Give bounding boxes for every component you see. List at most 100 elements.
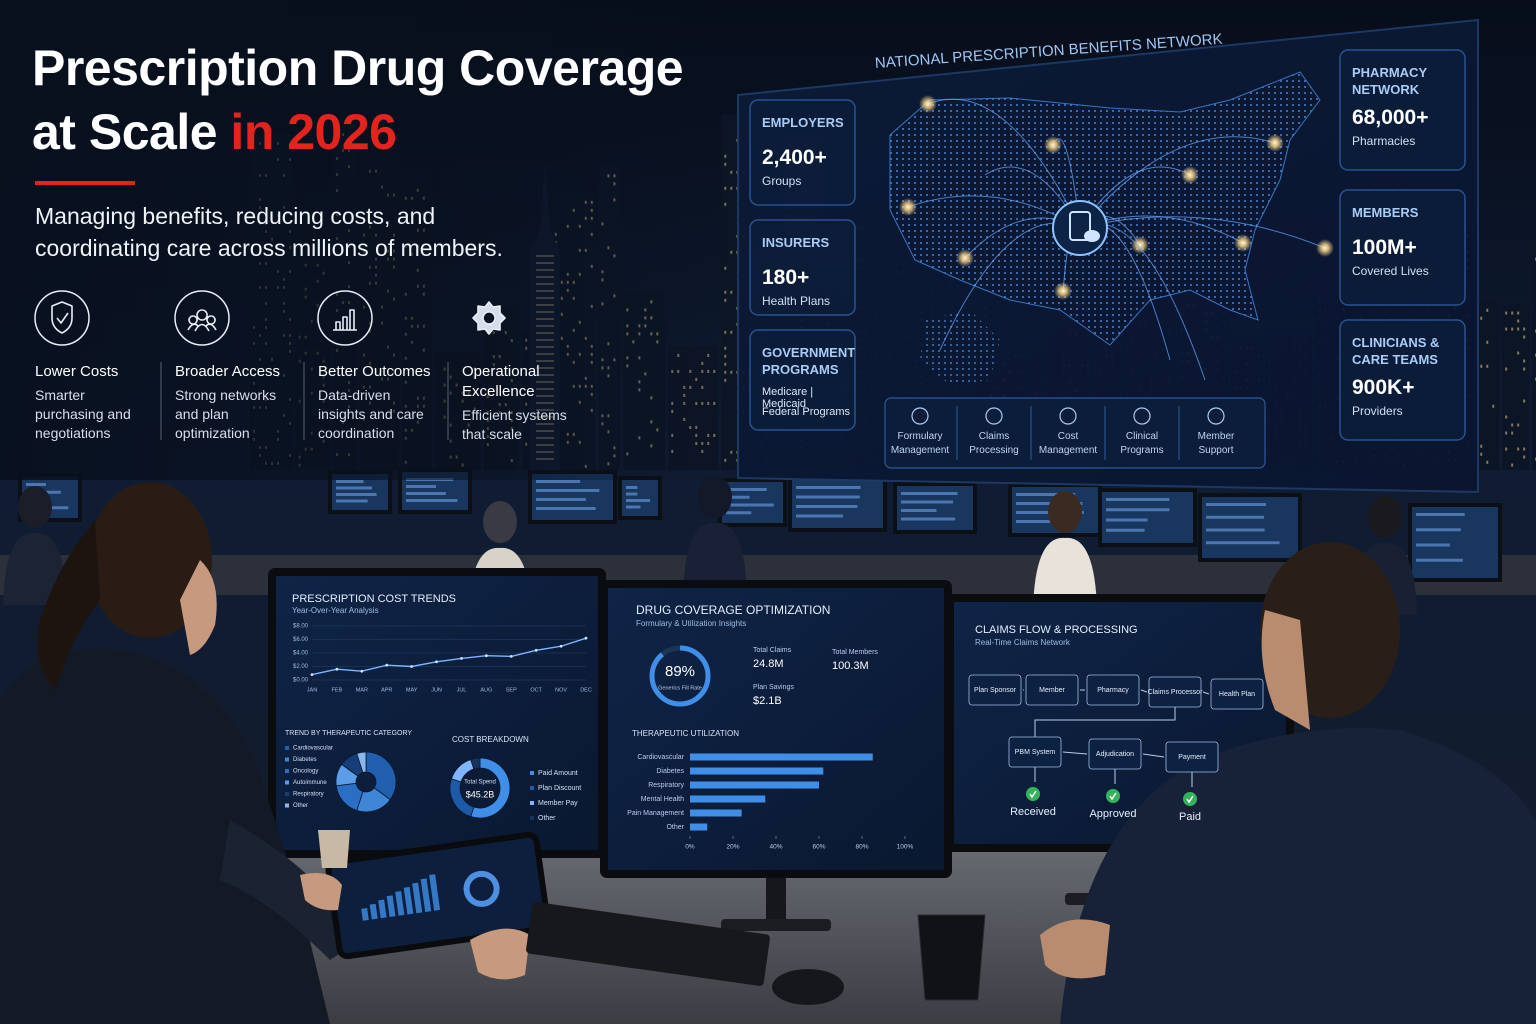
- background-person-head: [698, 476, 732, 518]
- bar: [690, 823, 708, 831]
- line-point: [509, 654, 513, 658]
- window-light: [1505, 367, 1508, 371]
- service-icon: [1207, 407, 1225, 425]
- network-node: [956, 249, 974, 267]
- legend-label: Member Pay: [538, 800, 578, 807]
- services-bar: [884, 397, 1266, 469]
- x-tick-label: APR: [381, 687, 392, 693]
- back-monitor-content: [1106, 498, 1170, 501]
- back-monitor-content: [1106, 508, 1170, 512]
- stat-label: GOVERNMENT PROGRAMS: [762, 345, 856, 377]
- status-label: Approved: [1089, 808, 1136, 820]
- feature-text: Data-driven insights and care coordinati…: [318, 387, 424, 441]
- stat-box: [749, 219, 856, 316]
- flow-arrow: [1202, 691, 1210, 695]
- network-node: [1054, 282, 1072, 300]
- back-monitor-content: [406, 492, 446, 495]
- tablet-ring: [463, 870, 500, 907]
- back-monitor-content: [536, 489, 600, 492]
- network-node: [1234, 234, 1252, 252]
- legend-swatch: [285, 757, 289, 762]
- back-monitor-content: [626, 486, 638, 489]
- chart-title: THERAPEUTIC UTILIZATION: [632, 729, 739, 738]
- back-monitor-content: [406, 499, 458, 502]
- legend-swatch: [530, 786, 534, 790]
- legend-swatch: [285, 803, 289, 808]
- stat-label: EMPLOYERS: [762, 115, 844, 130]
- status-check: [1106, 789, 1120, 803]
- y-tick-label: Cardiovascular: [637, 754, 684, 761]
- person-man-body: [1060, 728, 1536, 1024]
- status-check-mark: [1186, 795, 1194, 804]
- window-light: [1523, 335, 1526, 339]
- legend-swatch: [285, 780, 289, 785]
- back-monitor-content: [901, 500, 954, 504]
- network-node: [1044, 136, 1062, 154]
- back-monitor-content: [726, 495, 750, 499]
- stat-box: [749, 99, 856, 206]
- status-label: Received: [1010, 806, 1056, 818]
- building: [1502, 303, 1530, 470]
- stat-caption: Pharmacies: [1352, 134, 1416, 148]
- back-monitor: [788, 476, 887, 532]
- pie-slice: [365, 751, 397, 801]
- kpi-label: Plan Savings: [753, 684, 794, 691]
- background-person-head: [1368, 496, 1402, 538]
- x-tick-label: MAY: [406, 687, 418, 693]
- back-monitor-content: [536, 507, 596, 510]
- x-tick-label: 40%: [769, 844, 782, 851]
- window-light: [1523, 447, 1526, 451]
- back-monitor-content: [336, 499, 368, 503]
- stat-value: 900K+: [1352, 376, 1415, 399]
- gauge-value: 89%: [665, 663, 695, 680]
- stat-label: MEMBERS: [1352, 205, 1419, 220]
- legend-label: Oncology: [293, 769, 318, 775]
- chart-title: CLAIMS FLOW & PROCESSING: [975, 624, 1138, 636]
- status-check-mark: [1029, 790, 1037, 799]
- back-monitor-content: [1016, 502, 1083, 505]
- title-line: at Scale in 2026: [32, 100, 683, 164]
- background-person-head: [483, 501, 517, 543]
- person-woman-face: [180, 560, 217, 655]
- y-tick-label: $0.00: [293, 678, 309, 684]
- window-light: [1523, 399, 1526, 403]
- stat-label: PHARMACY NETWORK: [1352, 65, 1427, 97]
- stat-box: [1339, 319, 1466, 441]
- flow-node: [968, 674, 1022, 706]
- flow-node: [1086, 674, 1140, 706]
- flow-node-label: Claims Processor: [1148, 689, 1204, 696]
- service-icon: [1133, 407, 1151, 425]
- title-line: Prescription Drug Coverage: [32, 40, 684, 96]
- background-person: [1033, 537, 1097, 610]
- flow-node: [1210, 678, 1264, 710]
- legend-label: Diabetes: [293, 757, 317, 763]
- chart-title: PRESCRIPTION COST TRENDS: [292, 593, 456, 605]
- flow-arrow: [1062, 751, 1088, 755]
- person-woman-hand: [470, 928, 530, 980]
- feature-title: Lower Costs: [35, 363, 119, 380]
- network-link: [1079, 136, 1276, 229]
- stat-caption: Covered Lives: [1352, 264, 1429, 278]
- chart-subtitle: Real-Time Claims Network: [975, 638, 1071, 647]
- alaska: [920, 310, 1000, 385]
- x-tick-label: JAN: [307, 687, 317, 693]
- stat-value: 2,400+: [762, 146, 827, 169]
- kpi-value: $2.1B: [753, 695, 782, 707]
- window-light: [1517, 423, 1520, 427]
- y-tick-label: $4.00: [293, 651, 309, 657]
- back-monitor-content: [796, 486, 861, 489]
- feature-icon-ring: [174, 290, 230, 346]
- y-tick-label: Other: [666, 824, 684, 831]
- window-light: [1511, 431, 1514, 435]
- stat-label: INSURERS: [762, 235, 830, 250]
- keyboard: [526, 902, 770, 986]
- network-link: [1079, 216, 1326, 249]
- service-label: Formulary Management: [890, 431, 950, 456]
- network-node: [899, 198, 917, 216]
- hub-pill: [1084, 230, 1100, 242]
- y-tick-label: $6.00: [293, 637, 309, 643]
- tablet-graphic: [429, 874, 441, 911]
- back-monitor: [893, 482, 977, 534]
- network-node: [919, 95, 937, 113]
